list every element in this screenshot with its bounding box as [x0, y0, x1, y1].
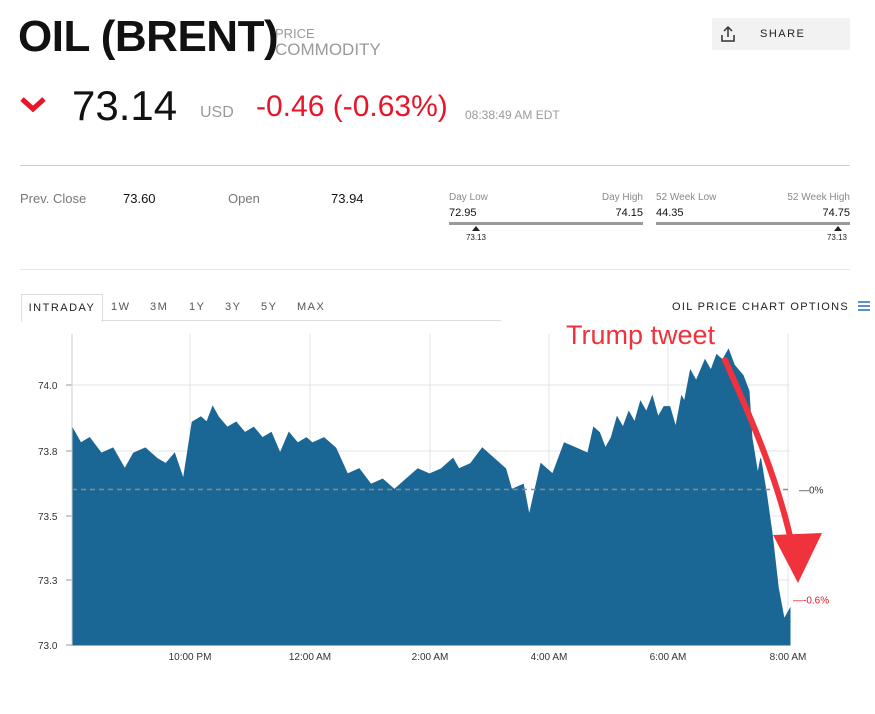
price-area-series	[71, 348, 791, 646]
tab-intraday[interactable]: INTRADAY	[21, 294, 103, 322]
tab-3m[interactable]: 3M	[150, 301, 169, 313]
day-range-bar	[449, 222, 643, 225]
day-high-value: 74.15	[615, 207, 643, 219]
currency: USD	[200, 104, 234, 121]
week52-low-label: 52 Week Low	[656, 192, 717, 203]
share-button[interactable]: SHARE	[712, 18, 850, 50]
open-value: 73.94	[331, 191, 364, 206]
instrument-type-line1: PRICE	[275, 26, 315, 41]
x-tick-label: 2:00 AM	[412, 652, 449, 663]
tab-3y[interactable]: 3Y	[225, 301, 242, 313]
open-label: Open	[228, 191, 260, 206]
current-price: 73.14	[72, 82, 178, 129]
chart-options-button[interactable]: OIL PRICE CHART OPTIONS	[672, 294, 871, 320]
tab-1y[interactable]: 1Y	[189, 301, 206, 313]
week52-range-bar	[656, 222, 850, 225]
reference-label: —0%	[799, 486, 824, 497]
week52-high-value: 74.75	[822, 207, 850, 219]
annotation-arrow-shaft	[722, 357, 795, 548]
price-chart[interactable]: 74.0 73.8 73.5 73.3 73.0 10:00 PM 12:00 AM 2:00…	[0, 320, 875, 714]
y-tick-label: 73.5	[38, 512, 58, 523]
prev-close-value: 73.60	[123, 191, 156, 206]
x-tick-label: 4:00 AM	[531, 652, 568, 663]
week52-low-value: 44.35	[656, 207, 684, 219]
chart-options-label: OIL PRICE CHART OPTIONS	[672, 301, 850, 313]
day-low-value: 72.95	[449, 207, 477, 219]
share-label: SHARE	[760, 28, 806, 40]
annotation-arrow-head	[773, 533, 822, 583]
y-tick-label: 74.0	[38, 381, 58, 392]
share-upload-icon	[721, 25, 735, 42]
price-change: -0.46 (-0.63%)	[256, 90, 448, 123]
x-tick-label: 8:00 AM	[770, 652, 807, 663]
day-range-marker-value: 73.13	[465, 233, 487, 242]
x-tick-label: 6:00 AM	[650, 652, 687, 663]
hamburger-menu-icon	[858, 301, 871, 311]
day-range-marker-icon	[472, 226, 480, 231]
instrument-type: PRICE COMMODITY	[275, 27, 381, 58]
divider	[20, 269, 850, 270]
down-chevron-icon	[20, 97, 46, 112]
quote-time: 08:38:49 AM EDT	[465, 108, 560, 122]
tab-baseline	[101, 320, 501, 321]
week52-range-marker-value: 73.13	[826, 233, 848, 242]
y-tick-label: 73.8	[38, 447, 58, 458]
week52-range-marker-icon	[834, 226, 842, 231]
instrument-type-line2: COMMODITY	[275, 40, 381, 59]
last-change-label: —-0.6%	[793, 596, 829, 607]
page-title: OIL (BRENT)	[18, 12, 279, 61]
day-low-label: Day Low	[449, 192, 488, 203]
tab-1w[interactable]: 1W	[111, 301, 131, 313]
x-tick-label: 12:00 AM	[289, 652, 331, 663]
y-tick-label: 73.3	[38, 576, 58, 587]
x-tick-label: 10:00 PM	[169, 652, 212, 663]
day-high-label: Day High	[601, 192, 643, 203]
divider	[20, 165, 850, 166]
tab-max[interactable]: MAX	[297, 301, 326, 313]
prev-close-label: Prev. Close	[20, 191, 87, 206]
week52-high-label: 52 Week High	[787, 192, 850, 203]
annotation-text: Trump tweet	[566, 320, 716, 350]
y-tick-label: 73.0	[38, 641, 58, 652]
tab-5y[interactable]: 5Y	[261, 301, 278, 313]
